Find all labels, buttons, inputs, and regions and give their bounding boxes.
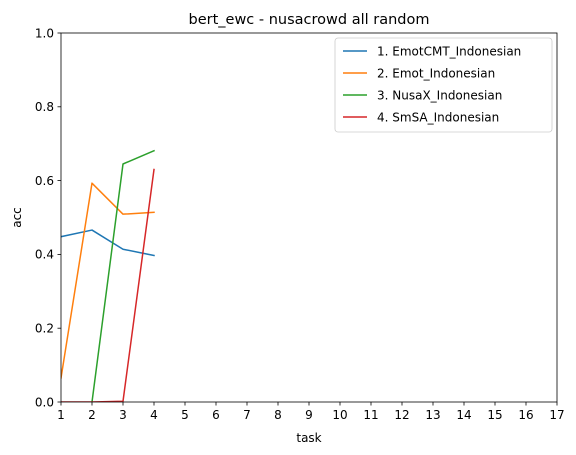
y-tick-label: 0.2 [35,322,54,336]
series-line-3 [91,149,155,402]
x-tick-label: 17 [549,408,564,422]
x-tick-label: 9 [305,408,313,422]
x-tick-label: 4 [150,408,158,422]
legend-box [334,37,553,133]
x-tick-label: 6 [212,408,220,422]
chart-title: bert_ewc - nusacrowd all random [189,12,430,28]
x-tick-label: 3 [119,408,127,422]
legend-label-4: 4. SmSA_Indonesian [377,110,499,124]
x-tick-label: 2 [88,408,96,422]
x-tick-label: 5 [181,408,189,422]
x-tick-label: 7 [243,408,251,422]
x-tick-label: 8 [274,408,282,422]
legend-label-3: 3. NusaX_Indonesian [377,88,502,102]
x-tick-label: 15 [487,408,502,422]
x-tick-label: 12 [394,408,409,422]
series-line-2 [61,182,155,379]
x-tick-label: 1 [57,408,65,422]
y-tick-label: 0.4 [35,248,54,262]
legend-label-1: 1. EmotCMT_Indonesian [377,44,521,58]
y-tick-label: 0.0 [35,395,54,409]
x-tick-label: 13 [425,408,440,422]
x-tick-label: 11 [363,408,378,422]
x-tick-label: 16 [518,408,533,422]
y-tick-label: 0.8 [35,100,54,114]
legend: 1. EmotCMT_Indonesian 2. Emot_Indonesian 3… [334,37,553,133]
legend-label-2: 2. Emot_Indonesian [377,66,495,80]
y-tick-label: 1.0 [35,26,54,40]
y-tick-label: 0.6 [35,174,54,188]
series-line-1 [61,229,155,257]
x-tick-label: 10 [332,408,347,422]
axes-layer: 1 2 3 4 5 6 7 8 9 10 11 12 13 14 15 16 170.00.20.40.60.8… [35,26,565,422]
x-tick-label: 14 [456,408,471,422]
x-axis-label: task [296,431,321,445]
y-axis-label: acc [10,207,24,228]
